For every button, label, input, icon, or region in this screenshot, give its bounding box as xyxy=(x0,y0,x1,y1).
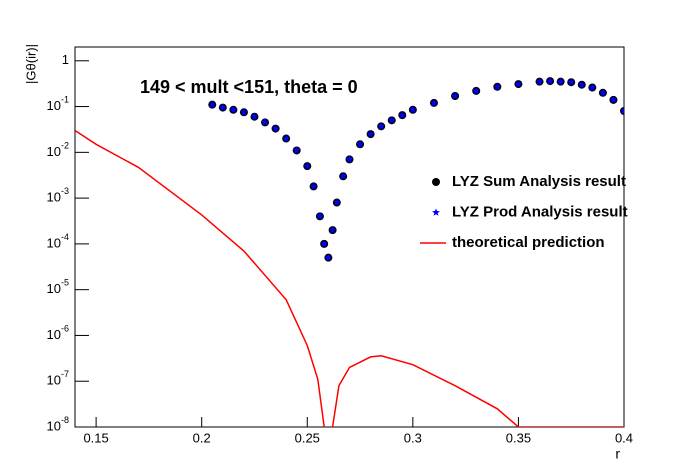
prod-point xyxy=(451,92,459,100)
prod-point xyxy=(620,107,624,115)
prod-point xyxy=(282,134,290,142)
prod-point xyxy=(588,83,597,91)
prod-point xyxy=(250,112,259,120)
x-axis-label: r xyxy=(615,446,620,462)
prod-point xyxy=(229,105,238,113)
prod-point xyxy=(493,82,502,90)
x-tick-label: 0.2 xyxy=(193,430,211,445)
prod-point xyxy=(328,226,337,234)
prod-point xyxy=(303,162,312,170)
prod-point xyxy=(345,155,354,163)
x-tick-label: 0.3 xyxy=(404,430,422,445)
prod-point xyxy=(219,103,227,111)
prod-point xyxy=(514,80,523,88)
annotation: 149 < mult <151, theta = 0 xyxy=(140,77,358,97)
legend-marker xyxy=(432,178,440,186)
prod-point xyxy=(556,77,565,85)
prod-point xyxy=(271,124,280,132)
x-tick-label: 0.15 xyxy=(83,430,108,445)
prod-point xyxy=(578,80,586,88)
prod-point xyxy=(366,130,375,138)
y-axis-label: |Gθ(ir)| xyxy=(23,44,38,84)
x-tick-label: 0.25 xyxy=(295,430,320,445)
prod-point xyxy=(292,146,301,154)
prod-point xyxy=(356,140,364,148)
prod-point xyxy=(398,111,407,119)
legend-label: LYZ Sum Analysis result xyxy=(452,173,626,190)
prod-point xyxy=(409,105,417,113)
prod-point xyxy=(599,88,607,96)
prod-point xyxy=(339,172,347,180)
prod-point xyxy=(240,108,248,116)
plot-area xyxy=(75,77,624,427)
prod-point xyxy=(377,122,385,130)
legend-marker xyxy=(432,208,440,216)
prod-point xyxy=(546,77,554,85)
prod-point xyxy=(430,98,438,107)
plot-frame xyxy=(74,46,625,428)
theory-line xyxy=(75,129,624,427)
prod-point xyxy=(567,78,575,86)
legend-label: theoretical prediction xyxy=(452,234,605,251)
prod-point xyxy=(324,253,333,261)
prod-point xyxy=(609,95,618,104)
prod-point xyxy=(387,116,396,124)
prod-point xyxy=(261,118,269,126)
prod-point xyxy=(309,182,318,190)
x-tick-label: 0.4 xyxy=(615,430,633,445)
legend-label: LYZ Prod Analysis result xyxy=(452,203,628,220)
y-tick-label: 1 xyxy=(62,52,69,67)
prod-point xyxy=(333,198,341,206)
prod-point xyxy=(472,86,480,95)
prod-point xyxy=(208,100,217,108)
prod-point xyxy=(320,239,328,248)
prod-point xyxy=(535,77,544,85)
x-tick-label: 0.35 xyxy=(506,430,531,445)
prod-point xyxy=(316,212,324,220)
